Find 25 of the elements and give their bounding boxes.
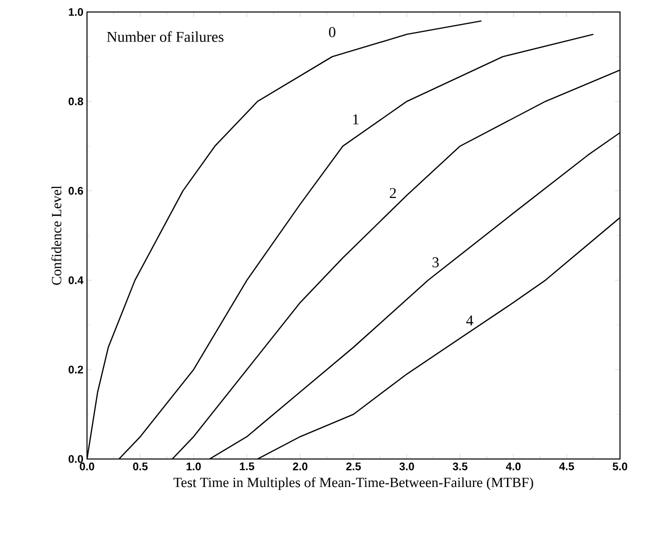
x-tick-label: 2.5 xyxy=(346,462,361,470)
y-axis-title: Confidence Level xyxy=(51,186,62,285)
x-tick-label: 0.0 xyxy=(80,462,94,470)
x-tick-label: 1.0 xyxy=(186,462,201,470)
x-tick-label: 3.5 xyxy=(452,462,468,470)
y-tick-label: 0.4 xyxy=(68,276,84,284)
y-tick-label: 1.0 xyxy=(68,8,84,16)
x-tick-label: 5.0 xyxy=(612,462,628,470)
x-axis-title: Test Time in Multiples of Mean-Time-Between-Failure (MTBF) xyxy=(174,477,534,490)
x-tick-label: 3.0 xyxy=(399,462,414,470)
x-tick-label: 1.5 xyxy=(240,462,254,470)
series-label: 0 xyxy=(328,27,336,38)
x-tick-label: 2.0 xyxy=(292,462,308,470)
series-label: 4 xyxy=(466,316,474,326)
y-tick-label: 0.6 xyxy=(68,186,84,195)
x-tick-label: 0.5 xyxy=(133,462,148,470)
y-tick-label: 0.8 xyxy=(68,98,84,106)
x-tick-label: 4.5 xyxy=(559,462,574,470)
series-label: 2 xyxy=(390,188,396,198)
x-tick-label: 4.0 xyxy=(506,462,521,470)
y-tick-label: 0.2 xyxy=(68,366,84,374)
legend-title: Number of Failures xyxy=(106,31,224,42)
series-label: 1 xyxy=(353,114,358,124)
series-label: 3 xyxy=(432,257,439,268)
y-tick-label: 0.0 xyxy=(68,455,84,463)
